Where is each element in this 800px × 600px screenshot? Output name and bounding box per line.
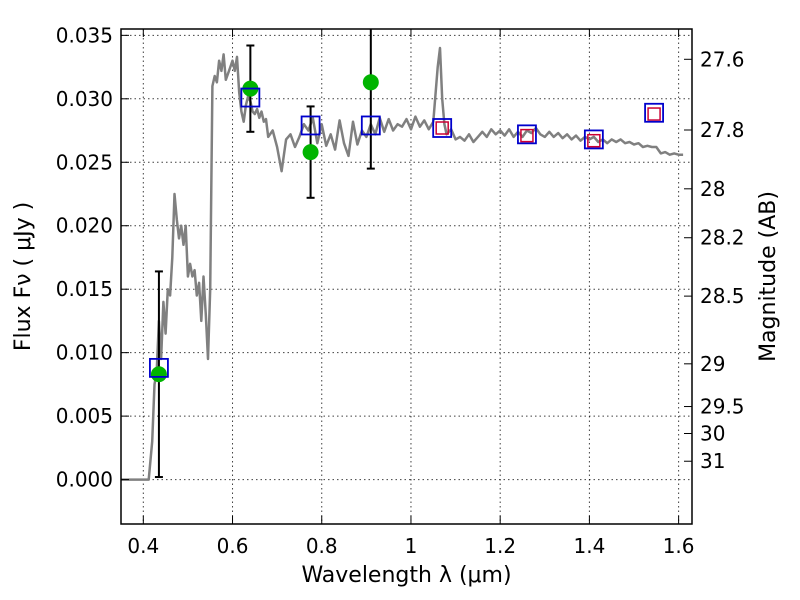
right-tick-label: 28.2 [700, 226, 745, 250]
model-photometry [149, 87, 664, 378]
plot-frame [120, 28, 693, 525]
sed-model-curve [121, 46, 684, 481]
x-tick-label: 0.8 [306, 534, 338, 558]
model-point-blue [583, 129, 604, 150]
model-point-blue [360, 115, 381, 136]
x-tick-label: 1.4 [573, 534, 605, 558]
right-tick-label: 29 [700, 352, 725, 376]
x-tick-label: 1 [405, 534, 418, 558]
y-tick-label: 0.015 [56, 277, 113, 301]
y-tick-label: 0.020 [56, 214, 113, 238]
y-tick-label: 0.000 [56, 468, 113, 492]
y-axis-label: Flux Fν ( μJy ) [11, 202, 36, 351]
observed-point [150, 366, 167, 383]
y-tick-label: 0.010 [56, 341, 113, 365]
y-tick-label: 0.025 [56, 150, 113, 174]
right-tick-label: 31 [700, 449, 725, 473]
observed-point [362, 74, 379, 91]
right-tick-label: 28.5 [700, 284, 745, 308]
observed-point [302, 144, 319, 161]
model-point-red [435, 121, 449, 135]
right-tick-label: 30 [700, 421, 725, 445]
x-axis-label: Wavelength λ (μm) [301, 563, 511, 588]
right-tick-label: 27.6 [700, 47, 745, 71]
x-tick-label: 1.2 [484, 534, 516, 558]
model-point-red [587, 133, 601, 148]
y-axis-ticks: 0.000 0.005 0.010 0.015 0.020 0.025 0.030 0.035 [56, 23, 129, 492]
sed-model-curve-group [121, 46, 684, 481]
right-tick-label: 28 [700, 177, 725, 201]
model-point-blue [240, 87, 261, 108]
x-tick-label: 1.6 [663, 534, 695, 558]
x-axis-ticks: 0.4 0.6 0.8 1 1.2 1.4 1.6 [127, 29, 695, 558]
model-point-blue [517, 124, 537, 145]
right-tick-label: 29.5 [700, 395, 745, 419]
model-point-blue [432, 118, 453, 138]
model-point-blue [300, 115, 321, 136]
grid [121, 29, 692, 524]
right-axis-ticks: 27.6 27.8 28 28.2 28.5 29 29.530 31 [684, 47, 745, 473]
y-tick-label: 0.030 [56, 87, 113, 111]
x-tick-label: 0.4 [127, 534, 159, 558]
model-point-red [520, 128, 534, 143]
model-point-red [647, 107, 661, 121]
right-tick-label: 27.8 [700, 118, 745, 142]
right-axis-label: Magnitude (AB) [756, 191, 781, 362]
x-tick-label: 0.6 [217, 534, 249, 558]
y-tick-label: 0.035 [56, 23, 113, 47]
model-point-blue [149, 357, 169, 378]
y-tick-label: 0.005 [56, 404, 113, 428]
model-point-blue [644, 102, 664, 123]
